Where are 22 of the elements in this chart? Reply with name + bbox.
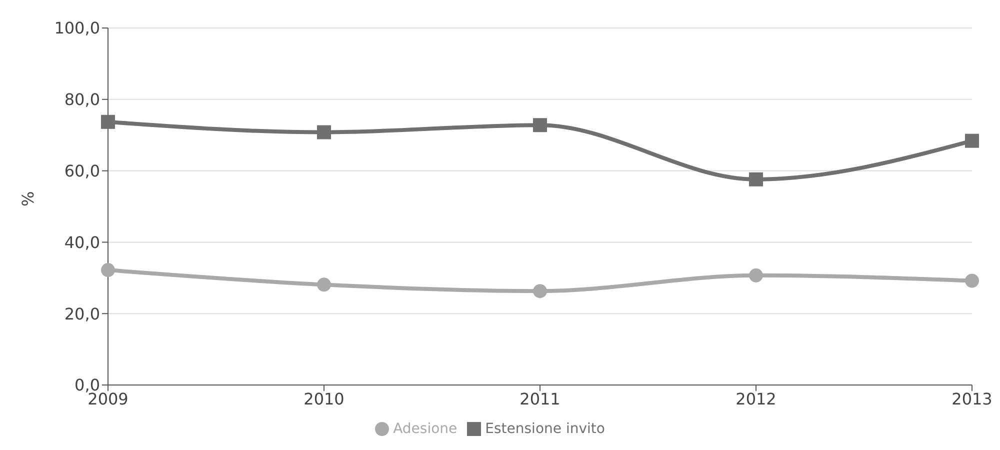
point — [317, 278, 331, 292]
point — [965, 134, 979, 148]
point — [101, 263, 115, 278]
point — [749, 172, 763, 186]
x-tick-label: 2011 — [520, 389, 560, 408]
x-tick-label: 2012 — [736, 389, 776, 408]
y-tick-label: 100,0 — [54, 18, 100, 38]
point — [533, 284, 547, 298]
y-tick-label: 40,0 — [64, 232, 100, 252]
y-tick-label: 80,0 — [64, 90, 100, 110]
point — [965, 274, 979, 288]
x-tick-label: 2010 — [304, 389, 344, 408]
point — [101, 114, 115, 129]
point — [749, 268, 763, 282]
point — [533, 118, 547, 132]
legend-label: Adesione — [393, 421, 458, 437]
y-tick-label: 60,0 — [64, 161, 100, 180]
point — [317, 125, 331, 140]
x-tick-label: 2013 — [952, 389, 992, 408]
y-tick-label: 20,0 — [64, 304, 100, 324]
y-axis-title: % — [18, 191, 38, 206]
legend-label: Estensione invito — [485, 421, 605, 437]
